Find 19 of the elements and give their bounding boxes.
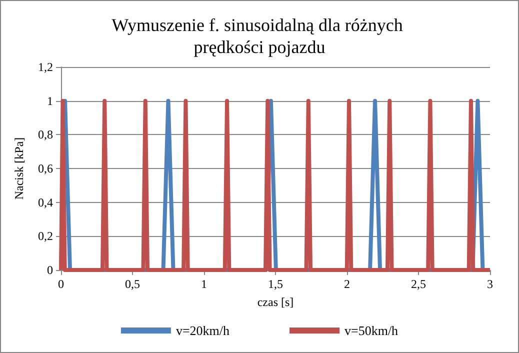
legend-label: v=50km/h: [344, 323, 399, 338]
legend-label: v=20km/h: [176, 323, 230, 338]
y-tick-label: 0,2: [38, 229, 53, 244]
x-tick-label: 3: [487, 277, 493, 291]
x-tick-label: 0,5: [125, 277, 140, 291]
x-axis-title: czas [s]: [257, 295, 294, 309]
x-tick-label: 1: [201, 277, 207, 291]
y-axis-title: Nacisk [kPa]: [12, 137, 26, 200]
x-tick-label: 2,5: [411, 277, 426, 291]
y-tick-label: 0,4: [38, 195, 53, 210]
x-tick-label: 1,5: [268, 277, 283, 291]
y-tick-label: 0,6: [38, 162, 53, 176]
chart-title: Wymuszenie f. sinusoidalną dla różnych prędkości pojazdu: [112, 15, 408, 57]
x-tick-label: 2: [344, 277, 350, 291]
y-tick-label: 1: [47, 94, 53, 108]
y-tick-label: 0: [47, 263, 53, 277]
y-tick-label: 0,8: [38, 128, 53, 142]
x-tick-label: 0: [58, 277, 64, 291]
y-tick-label: 1,2: [38, 60, 53, 74]
